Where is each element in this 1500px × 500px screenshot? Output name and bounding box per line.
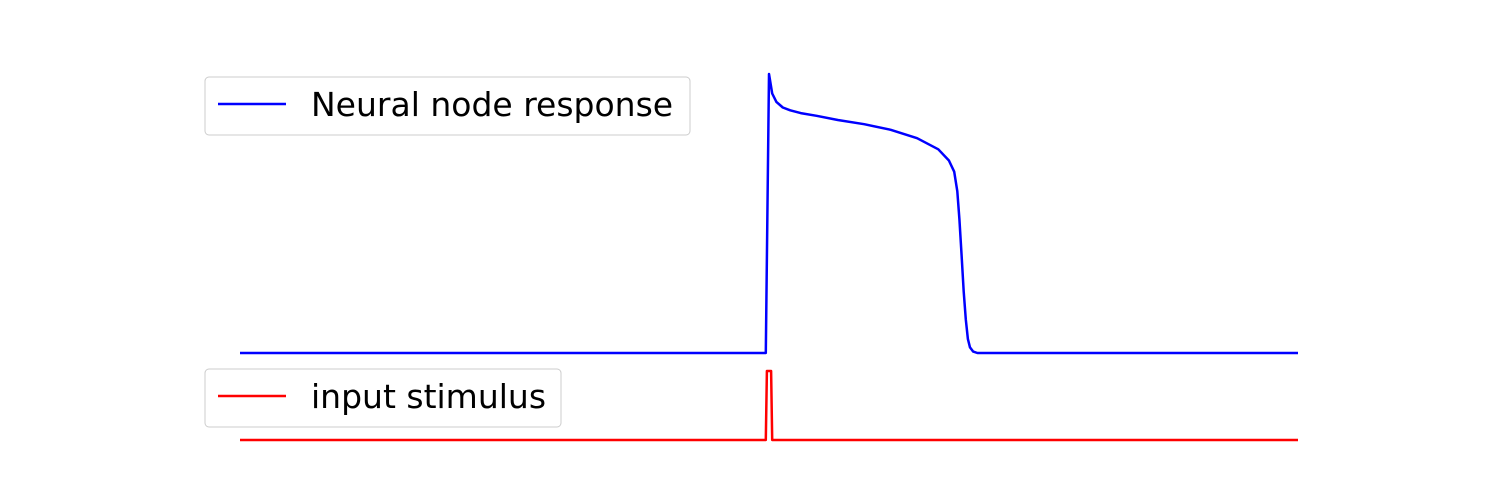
- response-legend: Neural node response: [204, 76, 691, 136]
- input-stimulus-line: [240, 369, 1298, 442]
- stimulus-legend-label: input stimulus: [311, 377, 546, 416]
- stimulus-legend-box: [204, 368, 562, 428]
- response-legend-box: [204, 76, 691, 136]
- response-legend-label: Neural node response: [311, 85, 673, 124]
- stimulus-panel: input stimulus: [204, 368, 1298, 442]
- neural-response-line: [240, 72, 1298, 355]
- stimulus-legend: input stimulus: [204, 368, 562, 428]
- response-panel: Neural node response: [204, 72, 1298, 355]
